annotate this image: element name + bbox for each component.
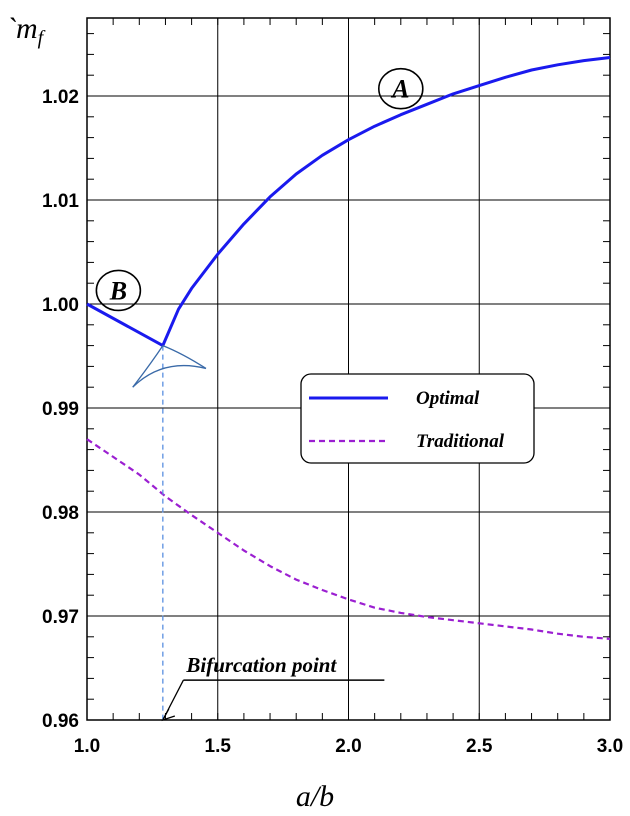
cusp-curve-bottom (132, 364, 207, 388)
x-axis-label: a/b (296, 780, 334, 813)
annotation-circle-b (95, 269, 142, 312)
y-tick-label: 0.96 (42, 711, 79, 732)
x-tick-label: 3.0 (597, 736, 623, 757)
annotation-circle-a (377, 67, 424, 110)
annotation-label-a: A (390, 75, 409, 104)
y-tick-label: 0.98 (42, 503, 79, 524)
legend-label-traditional: Traditional (416, 431, 505, 452)
y-tick-label: 1.01 (42, 191, 79, 212)
series-lines (86, 56, 611, 640)
y-tick-label: 1.02 (42, 87, 79, 108)
x-tick-label: 2.0 (335, 736, 361, 757)
bifurcation-arrowhead (161, 708, 176, 722)
y-tick-label: 1.00 (42, 295, 79, 316)
axes: 1.0 1.5 2.0 2.5 3.0 0.96 0.97 0.98 0.99 1.00 1.01 1… (42, 17, 623, 757)
legend-label-optimal: Optimal (416, 388, 480, 409)
x-tick-label: 1.5 (205, 736, 232, 757)
grid-lines (86, 18, 611, 721)
cusp-curve-right (162, 344, 207, 370)
series-line-optimal (86, 56, 611, 348)
legend: Optimal Traditional (300, 373, 535, 464)
y-axis-label: `mf (6, 12, 46, 49)
bifurcation-label: Bifurcation point (185, 653, 337, 677)
annotations: A B Bifurcation point (95, 67, 424, 722)
annotation-label-b: B (109, 276, 127, 305)
y-tick-label: 0.97 (42, 607, 79, 628)
x-tick-label: 1.0 (74, 736, 100, 757)
x-tick-label: 2.5 (466, 736, 493, 757)
cusp-curve-left (132, 345, 164, 388)
y-tick-label: 0.99 (42, 399, 79, 420)
series-line-traditional (86, 438, 611, 640)
